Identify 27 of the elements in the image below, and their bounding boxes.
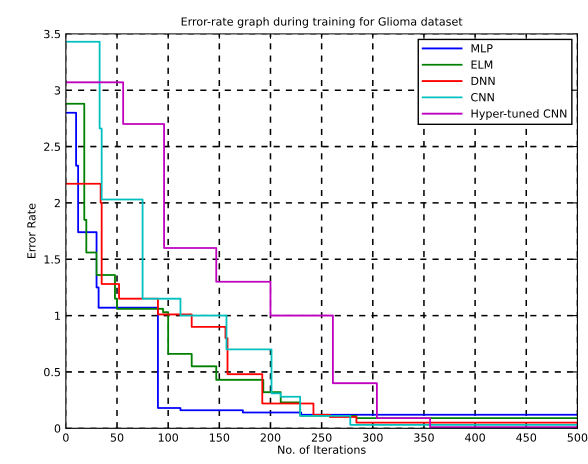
x-tick-label: 150 [210, 433, 230, 442]
x-tick-label: 100 [158, 433, 178, 442]
y-axis-title: Error Rate [27, 204, 36, 258]
legend-label: MLP [472, 44, 493, 52]
x-tick-label: 250 [312, 433, 332, 442]
x-tick-label: 0 [63, 433, 69, 442]
y-tick-label: 1.5 [44, 255, 60, 264]
x-tick-label: 350 [414, 433, 434, 442]
y-tick-label: 3.5 [44, 30, 60, 38]
y-tick-label: 1 [55, 312, 60, 320]
x-tick-label: 400 [465, 433, 485, 442]
y-tick-label: 2 [54, 198, 60, 208]
y-tick-label: 3 [54, 86, 60, 95]
y-tick-label: 2.5 [44, 142, 60, 151]
legend-label: CNN [471, 92, 494, 102]
x-tick-label: 500 [568, 433, 588, 442]
x-tick-label: 50 [110, 433, 124, 442]
chart-title: Error-rate graph during training for Glioma dataset [182, 17, 462, 28]
x-tick-label: 200 [260, 433, 280, 442]
y-tick-label: 0.5 [44, 368, 60, 376]
legend-label: ELM [472, 60, 492, 69]
x-tick-label: 300 [363, 433, 383, 442]
x-axis-title: No. of Iterations [278, 445, 366, 454]
y-tick-label: 0 [54, 424, 60, 433]
x-tick-label: 450 [516, 433, 536, 442]
legend-label: DNN [472, 76, 495, 85]
legend-label: Hyper-tuned CNN [472, 109, 566, 120]
